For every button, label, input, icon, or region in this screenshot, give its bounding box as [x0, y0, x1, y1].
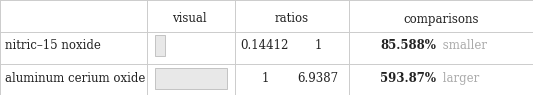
FancyBboxPatch shape — [155, 68, 227, 89]
Text: 85.588%: 85.588% — [380, 39, 436, 52]
Text: ratios: ratios — [274, 13, 309, 25]
Text: 1: 1 — [314, 39, 322, 52]
Text: smaller: smaller — [439, 39, 487, 52]
Text: nitric–15 noxide: nitric–15 noxide — [5, 39, 101, 52]
Text: 1: 1 — [261, 72, 269, 85]
Text: visual: visual — [172, 13, 206, 25]
FancyBboxPatch shape — [155, 35, 165, 56]
Text: 0.14412: 0.14412 — [241, 39, 289, 52]
Text: comparisons: comparisons — [403, 13, 479, 25]
Text: 6.9387: 6.9387 — [297, 72, 339, 85]
Text: larger: larger — [439, 72, 479, 85]
Text: aluminum cerium oxide: aluminum cerium oxide — [5, 72, 146, 85]
Text: 593.87%: 593.87% — [380, 72, 436, 85]
